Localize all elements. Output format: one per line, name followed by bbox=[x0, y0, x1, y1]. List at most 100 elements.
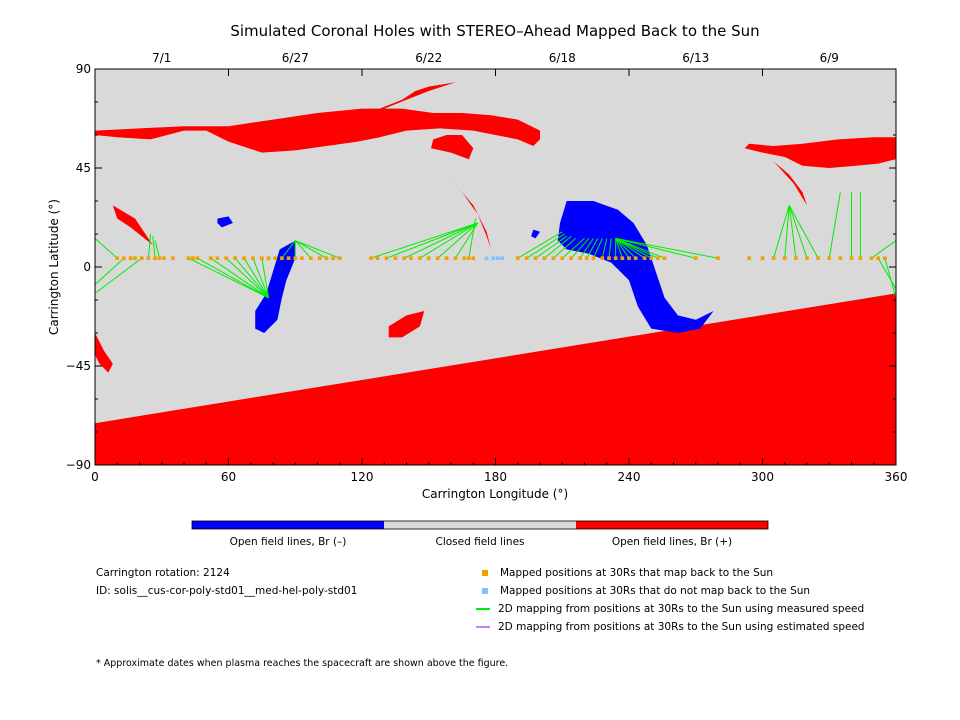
mapping-line-14 bbox=[281, 240, 296, 259]
mapping-line-11 bbox=[243, 257, 269, 299]
mapping-line-28 bbox=[535, 235, 567, 259]
mapped-point-59 bbox=[627, 256, 631, 260]
mapped-point-25 bbox=[300, 256, 304, 260]
mapped-point-12 bbox=[195, 256, 200, 260]
colorbar-segment-2 bbox=[576, 521, 768, 529]
mapped-point-42 bbox=[462, 256, 467, 260]
mapped-point-2 bbox=[128, 256, 133, 260]
mapping-line-45 bbox=[615, 237, 665, 259]
mapping-line-47 bbox=[615, 237, 719, 259]
mapped-point-53 bbox=[584, 256, 589, 260]
light-blue-square-icon bbox=[482, 588, 488, 594]
top-date-label-1: 6/27 bbox=[282, 51, 309, 65]
top-date-label-4: 6/13 bbox=[682, 51, 709, 65]
mapped-point-1 bbox=[122, 256, 126, 260]
mapping-line-1 bbox=[94, 257, 125, 285]
mapped-point-37 bbox=[418, 256, 422, 260]
footnote: * Approximate dates when plasma reaches … bbox=[96, 658, 509, 669]
mapping-line-41 bbox=[615, 238, 637, 259]
positive-coronal-hole-1 bbox=[95, 293, 896, 465]
mapped-point-17 bbox=[242, 256, 246, 260]
mapping-line-31 bbox=[561, 238, 585, 259]
mapping-line-3 bbox=[147, 233, 152, 259]
mapping-line-21 bbox=[404, 222, 478, 259]
unmapped-point-3 bbox=[500, 256, 504, 260]
colorbar bbox=[191, 520, 769, 530]
mapping-line-39 bbox=[615, 238, 623, 259]
mapped-point-67 bbox=[747, 256, 751, 260]
mapped-point-62 bbox=[649, 256, 654, 260]
legend-estimated-speed: 2D mapping from positions at 30Rs to the… bbox=[476, 621, 865, 633]
y-tick-label-4: 90 bbox=[76, 62, 91, 76]
mapping-line-18 bbox=[295, 240, 340, 259]
mapped-point-75 bbox=[838, 256, 843, 260]
mapped-point-13 bbox=[208, 256, 213, 260]
mapped-point-16 bbox=[233, 256, 237, 260]
mapped-point-80 bbox=[883, 256, 887, 260]
mapped-point-72 bbox=[805, 256, 809, 260]
negative-coronal-hole-13 bbox=[217, 216, 233, 228]
mapped-point-18 bbox=[251, 256, 255, 260]
mapped-point-45 bbox=[515, 256, 520, 260]
mapped-point-60 bbox=[633, 256, 638, 260]
purple-line-icon bbox=[476, 626, 490, 628]
mapped-point-28 bbox=[324, 256, 329, 260]
mapped-point-61 bbox=[642, 256, 647, 260]
mapping-line-12 bbox=[252, 258, 270, 298]
mapped-point-10 bbox=[186, 256, 191, 260]
y-axis-label: Carrington Latitude (°) bbox=[47, 199, 61, 335]
mapping-line-32 bbox=[570, 238, 590, 259]
mapped-point-21 bbox=[273, 256, 278, 260]
unmapped-point-0 bbox=[484, 256, 489, 260]
mapping-line-53 bbox=[828, 192, 841, 259]
negative-coronal-hole-14 bbox=[531, 229, 540, 239]
legend-mapped-back: Mapped positions at 30Rs that map back t… bbox=[480, 567, 773, 579]
mapped-point-32 bbox=[375, 256, 380, 260]
mapping-line-7 bbox=[197, 257, 269, 299]
mapping-line-42 bbox=[615, 237, 645, 259]
mapped-point-50 bbox=[560, 256, 565, 260]
mapped-point-64 bbox=[662, 256, 667, 260]
colorbar-segment-0 bbox=[192, 521, 384, 529]
colorbar-label-positive: Open field lines, Br (+) bbox=[612, 536, 732, 548]
mapping-line-26 bbox=[517, 231, 563, 259]
mapped-point-33 bbox=[384, 256, 389, 260]
mapping-line-19 bbox=[370, 222, 478, 259]
top-date-label-0: 7/1 bbox=[152, 51, 171, 65]
mapped-point-27 bbox=[317, 256, 322, 260]
mapped-point-73 bbox=[816, 256, 820, 260]
mapped-point-24 bbox=[293, 256, 298, 260]
mapped-point-35 bbox=[402, 256, 407, 260]
positive-coronal-hole-6 bbox=[744, 137, 896, 168]
mapped-point-43 bbox=[467, 256, 471, 260]
mapping-line-49 bbox=[784, 205, 790, 259]
mapping-line-8 bbox=[210, 257, 269, 299]
positive-coronal-hole-10 bbox=[95, 333, 113, 373]
orange-square-icon bbox=[482, 570, 488, 576]
mapping-line-51 bbox=[788, 205, 808, 259]
mapped-point-51 bbox=[569, 256, 573, 260]
mapping-line-35 bbox=[592, 238, 603, 259]
x-tick-label-2: 120 bbox=[351, 470, 374, 484]
legend-estimated-label: 2D mapping from positions at 30Rs to the… bbox=[498, 621, 865, 633]
mapped-point-36 bbox=[409, 256, 413, 260]
negative-coronal-hole-12 bbox=[255, 240, 296, 333]
mapping-line-37 bbox=[608, 238, 612, 259]
mapping-line-23 bbox=[437, 222, 479, 259]
mapping-line-33 bbox=[579, 238, 594, 259]
legend-not-mapped-label: Mapped positions at 30Rs that do not map… bbox=[500, 585, 811, 597]
mapped-point-34 bbox=[393, 256, 398, 260]
mapping-line-29 bbox=[544, 235, 572, 259]
mapping-line-40 bbox=[615, 238, 630, 259]
mapping-line-17 bbox=[295, 240, 327, 259]
mapping-line-22 bbox=[419, 222, 478, 259]
mapped-point-79 bbox=[876, 256, 880, 260]
legend-not-mapped: Mapped positions at 30Rs that do not map… bbox=[480, 585, 810, 597]
carrington-rotation: Carrington rotation: 2124 bbox=[96, 567, 230, 579]
mapped-point-69 bbox=[771, 256, 776, 260]
mapped-point-47 bbox=[533, 256, 538, 260]
mapped-point-68 bbox=[760, 256, 765, 260]
colorbar-frame bbox=[191, 520, 769, 530]
mapped-point-58 bbox=[620, 256, 625, 260]
mapped-point-76 bbox=[849, 256, 854, 260]
